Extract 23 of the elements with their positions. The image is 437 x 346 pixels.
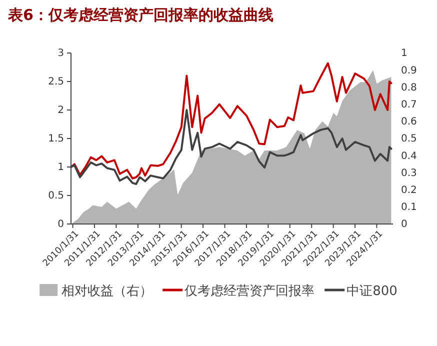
y2-tick-label: 0.9: [401, 65, 417, 76]
y2-tick-label: 0.4: [401, 150, 417, 162]
y-tick-label: 1: [58, 162, 64, 174]
y-tick-label: 0.5: [48, 190, 64, 202]
legend-label: 中证800: [346, 284, 398, 299]
y-tick-label: 0: [58, 219, 64, 230]
legend-label: 相对收益（右）: [62, 284, 153, 299]
y-tick-label: 1.5: [48, 134, 64, 145]
y2-tick-label: 0.8: [401, 82, 417, 94]
y-tick-label: 3: [58, 48, 64, 60]
y2-tick-label: 0.3: [401, 168, 417, 179]
chart-title: 表6：仅考虑经营资产回报率的收益曲线: [7, 6, 274, 24]
y2-tick-label: 0.7: [401, 100, 417, 110]
y-tick-label: 2: [58, 105, 64, 116]
legend-label: 仅考虑经营资产回报率: [184, 283, 315, 299]
y-tick-label: 2.5: [48, 76, 64, 88]
y2-tick-label: 1: [401, 48, 408, 60]
y2-tick-label: 0.6: [401, 116, 417, 128]
y2-tick-label: 0.5: [401, 134, 417, 145]
y2-tick-label: 0.2: [401, 185, 417, 196]
line-series: [70, 62, 392, 180]
y2-tick-label: 0.1: [401, 202, 417, 214]
y2-tick-label: 0: [401, 219, 408, 230]
